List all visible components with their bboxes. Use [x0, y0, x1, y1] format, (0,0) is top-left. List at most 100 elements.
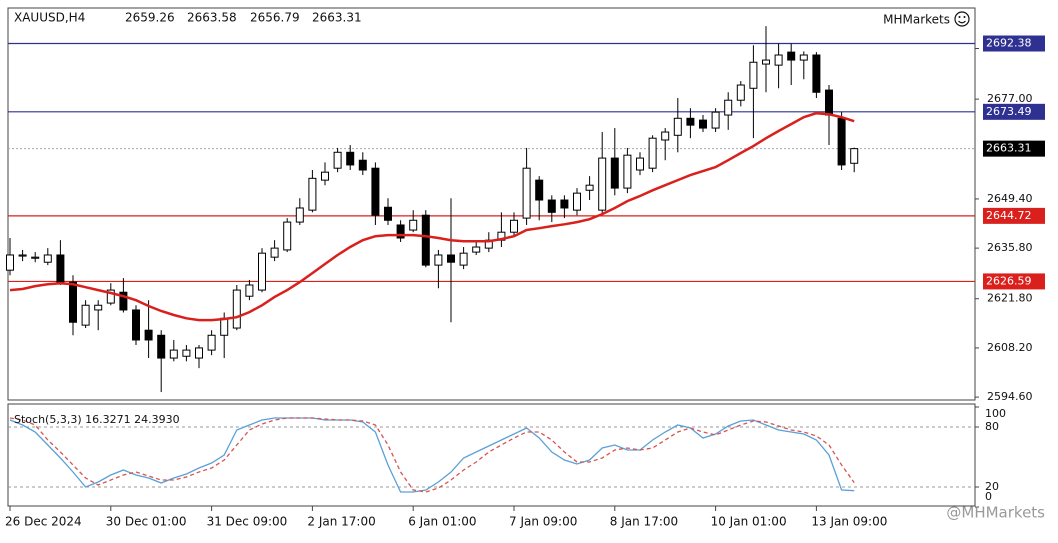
x-tick-label: 10 Jan 01:00	[711, 515, 787, 529]
level-box	[983, 140, 1045, 157]
candle-body	[18, 254, 27, 257]
candle-body	[749, 61, 758, 89]
candle-body	[573, 192, 581, 211]
level-box	[983, 273, 1045, 290]
candle-body	[6, 254, 14, 271]
candle-body	[434, 254, 443, 266]
y-tick-label: 2677.00	[987, 92, 1033, 105]
candle-body	[81, 304, 90, 326]
y-tick-label: 2608.20	[987, 341, 1033, 354]
x-tick-label: 8 Jan 17:00	[610, 515, 678, 529]
indicator-tick-label: 80	[985, 420, 999, 433]
candle-body	[270, 247, 279, 258]
candle-body	[207, 334, 216, 351]
level-box	[983, 207, 1045, 224]
candle-body	[610, 157, 619, 189]
candle-body	[736, 84, 745, 101]
candle-body	[560, 199, 569, 209]
candle-body	[56, 254, 65, 283]
header-low: 2656.79	[250, 11, 300, 25]
indicator-title: Stoch(5,3,3) 16.3271 24.3930	[14, 413, 180, 426]
candle-body	[258, 252, 266, 291]
smiley	[954, 11, 970, 27]
candle-body	[94, 304, 103, 311]
price-panel	[7, 7, 976, 401]
candle-body	[333, 151, 342, 169]
candle-body	[245, 284, 254, 297]
candle-body	[144, 329, 153, 341]
x-tick-label: 26 Dec 2024	[5, 515, 82, 529]
candle-body	[850, 148, 859, 164]
candle-body	[43, 254, 52, 263]
candle-body	[661, 131, 670, 141]
header-close: 2663.31	[312, 11, 362, 25]
candle-body	[825, 89, 833, 116]
candle-body	[774, 54, 783, 66]
candle-body	[724, 99, 733, 116]
x-tick-label: 31 Dec 09:00	[207, 515, 288, 529]
candle-body	[157, 334, 166, 359]
candle-body	[69, 281, 77, 323]
candle-body	[459, 252, 468, 266]
candle-body	[31, 256, 40, 259]
candle-body	[762, 59, 770, 65]
plot-layer: 2691.002677.002649.402635.802621.802608.…	[5, 26, 1045, 529]
stoch-line	[9, 417, 855, 493]
level-box	[983, 35, 1045, 52]
candle-body	[522, 167, 531, 219]
indicator-tick-label: 0	[985, 490, 992, 503]
level-box	[983, 103, 1045, 120]
moving-average	[9, 111, 855, 322]
y-tick-label: 2594.60	[987, 390, 1033, 403]
candle-body	[673, 117, 682, 136]
indicator-tick-label: 100	[985, 407, 1006, 420]
x-tick-label: 2 Jan 17:00	[307, 515, 375, 529]
x-tick-label: 6 Jan 01:00	[408, 515, 476, 529]
candle-body	[535, 179, 544, 201]
indicator-panel	[7, 403, 976, 507]
candle-body	[447, 254, 455, 263]
candle-body	[396, 224, 405, 239]
x-tick-label: 30 Dec 01:00	[106, 515, 187, 529]
candle-body	[346, 151, 355, 166]
candle-body	[295, 207, 304, 223]
candle-body	[169, 349, 178, 359]
candle-body	[623, 154, 632, 189]
candle-body	[119, 291, 128, 311]
candle-body	[384, 206, 392, 221]
candle-body	[371, 167, 380, 216]
y-tick-label: 2649.40	[987, 192, 1033, 205]
candle-body	[686, 117, 695, 126]
candle-body	[358, 159, 367, 171]
candle-body	[308, 177, 317, 211]
level-label: 2663.31	[986, 142, 1032, 155]
level-label: 2644.72	[986, 209, 1032, 222]
candle-body	[636, 157, 644, 171]
candle-body	[195, 347, 203, 359]
watermark: MHMarkets	[883, 13, 950, 27]
candle-body	[182, 349, 191, 357]
candle-body	[812, 54, 821, 93]
candle-body	[106, 289, 115, 304]
candle-body	[711, 111, 720, 129]
candle-body	[283, 221, 292, 251]
level-label: 2692.38	[986, 37, 1032, 50]
candle-body	[787, 51, 796, 61]
candle-body	[510, 219, 518, 233]
x-tick-label: 7 Jan 09:00	[509, 515, 577, 529]
candle-body	[232, 289, 241, 329]
footer-watermark: @MHMarkets	[946, 504, 1045, 522]
candle-body	[421, 214, 430, 266]
candle-body	[598, 157, 607, 211]
header-high: 2663.58	[187, 11, 237, 25]
candle-body	[648, 137, 657, 169]
candle-body	[799, 54, 808, 61]
level-label: 2673.49	[986, 105, 1032, 118]
candle-body	[321, 171, 329, 181]
candle-body	[220, 317, 229, 336]
indicator-tick-label: 20	[985, 480, 999, 493]
level-label: 2626.59	[986, 274, 1032, 287]
candle-body	[837, 117, 846, 166]
header-open: 2659.26	[125, 11, 175, 25]
